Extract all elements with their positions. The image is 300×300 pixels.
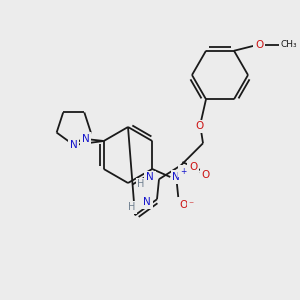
Text: +: + — [180, 167, 186, 176]
Text: H: H — [128, 202, 136, 212]
Text: N: N — [70, 140, 78, 150]
Text: O: O — [196, 121, 204, 131]
Text: ⁻: ⁻ — [189, 200, 194, 210]
Text: O: O — [179, 200, 188, 210]
Text: O: O — [189, 162, 197, 172]
Text: CH₃: CH₃ — [281, 40, 297, 49]
Text: N: N — [146, 172, 154, 182]
Text: N: N — [172, 172, 180, 182]
Text: N: N — [82, 134, 90, 144]
Text: O: O — [202, 170, 210, 180]
Text: N: N — [143, 197, 151, 207]
Text: O: O — [255, 40, 263, 50]
Text: H: H — [137, 179, 145, 189]
